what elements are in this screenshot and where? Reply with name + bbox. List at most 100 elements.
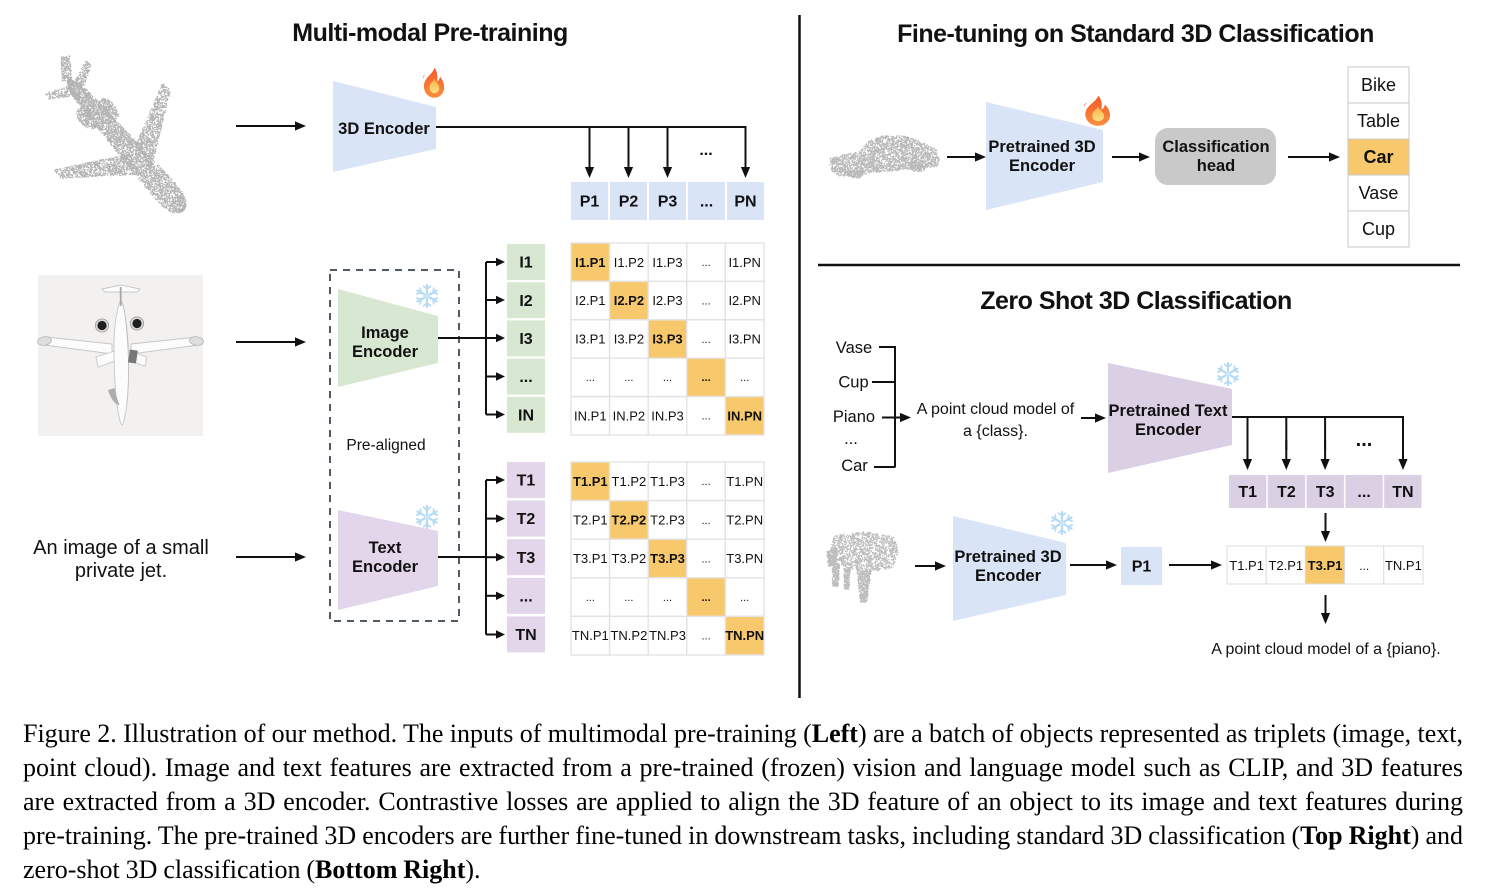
svg-text:T3.PN: T3.PN <box>726 551 763 566</box>
svg-text:I3.P1: I3.P1 <box>575 332 605 347</box>
svg-text:IN: IN <box>518 407 534 424</box>
svg-text:Cup: Cup <box>1362 219 1395 239</box>
svg-text:Image: Image <box>361 324 409 342</box>
svg-text:I1: I1 <box>519 255 532 272</box>
svg-text:I3.P2: I3.P2 <box>614 332 644 347</box>
svg-text:T1: T1 <box>517 473 536 490</box>
svg-text:T1.P1: T1.P1 <box>1229 558 1264 573</box>
svg-text:...: ... <box>663 372 672 384</box>
svg-text:...: ... <box>702 592 711 604</box>
svg-text:I2.P1: I2.P1 <box>575 293 605 308</box>
svg-text:...: ... <box>702 295 711 307</box>
svg-text:Classification: Classification <box>1162 138 1269 156</box>
svg-text:T1: T1 <box>1238 484 1257 501</box>
svg-text:Encoder: Encoder <box>352 558 419 576</box>
svg-text:...: ... <box>702 411 711 423</box>
svg-text:I1.PN: I1.PN <box>728 255 761 270</box>
svg-text:T3.P3: T3.P3 <box>650 551 685 566</box>
svg-text:Piano: Piano <box>833 408 875 426</box>
svg-text:TN: TN <box>1392 484 1413 501</box>
svg-text:I1.P1: I1.P1 <box>575 255 605 270</box>
svg-text:I2.P3: I2.P3 <box>652 293 682 308</box>
svg-text:P3: P3 <box>658 194 678 211</box>
svg-text:P2: P2 <box>619 194 639 211</box>
svg-text:T2.P1: T2.P1 <box>1268 558 1303 573</box>
svg-text:Car: Car <box>841 457 868 475</box>
svg-text:I3: I3 <box>519 331 532 348</box>
svg-text:T2.P2: T2.P2 <box>612 512 647 527</box>
svg-text:a {class}.: a {class}. <box>963 423 1028 440</box>
svg-text:Encoder: Encoder <box>975 567 1042 585</box>
svg-text:T1.P3: T1.P3 <box>650 474 685 489</box>
svg-text:T3: T3 <box>1316 484 1335 501</box>
svg-text:Pretrained 3D: Pretrained 3D <box>988 138 1095 156</box>
svg-text:I1.P2: I1.P2 <box>614 255 644 270</box>
svg-text:TN.P1: TN.P1 <box>572 628 609 643</box>
svg-text:Pretrained Text: Pretrained Text <box>1109 402 1228 420</box>
svg-text:T2.P3: T2.P3 <box>650 512 685 527</box>
svg-text:...: ... <box>700 194 713 211</box>
svg-text:...: ... <box>702 515 711 527</box>
svg-text:Pretrained 3D: Pretrained 3D <box>954 548 1061 566</box>
svg-text:...: ... <box>702 334 711 346</box>
svg-text:...: ... <box>586 592 595 604</box>
svg-text:...: ... <box>519 369 532 386</box>
svg-text:Vase: Vase <box>836 339 872 357</box>
svg-text:...: ... <box>663 592 672 604</box>
svg-text:...: ... <box>702 476 711 488</box>
svg-text:Encoder: Encoder <box>1009 157 1076 175</box>
svg-text:TN.P2: TN.P2 <box>610 628 647 643</box>
svg-text:Vase: Vase <box>1359 183 1399 203</box>
svg-text:...: ... <box>1356 429 1373 451</box>
svg-text:Car: Car <box>1363 147 1393 167</box>
svg-text:Pre-aligned: Pre-aligned <box>346 437 425 454</box>
svg-text:...: ... <box>844 430 858 448</box>
svg-text:I3.PN: I3.PN <box>728 332 761 347</box>
svg-text:...: ... <box>624 372 633 384</box>
svg-text:IN.PN: IN.PN <box>727 408 762 423</box>
svg-text:...: ... <box>702 553 711 565</box>
svg-text:private jet.: private jet. <box>75 560 167 582</box>
svg-text:P1: P1 <box>1132 559 1152 576</box>
svg-text:T2: T2 <box>517 511 536 528</box>
svg-text:IN.P2: IN.P2 <box>613 408 646 423</box>
svg-text:T3: T3 <box>517 550 536 567</box>
svg-text:Encoder: Encoder <box>1135 421 1202 439</box>
svg-text:...: ... <box>1357 484 1370 501</box>
svg-text:...: ... <box>519 588 532 605</box>
svg-text:Table: Table <box>1357 111 1400 131</box>
svg-text:I2: I2 <box>519 293 532 310</box>
svg-text:...: ... <box>702 257 711 269</box>
svg-text:PN: PN <box>734 194 756 211</box>
svg-text:P1: P1 <box>580 194 600 211</box>
svg-text:Cup: Cup <box>838 374 868 392</box>
svg-text:3D Encoder: 3D Encoder <box>338 120 430 138</box>
svg-text:T1.PN: T1.PN <box>726 474 763 489</box>
svg-text:Zero Shot 3D Classification: Zero Shot 3D Classification <box>980 287 1292 315</box>
svg-text:An image of a small: An image of a small <box>33 537 209 559</box>
svg-text:...: ... <box>702 372 711 384</box>
svg-text:I3.P3: I3.P3 <box>652 332 682 347</box>
svg-text:I2.P2: I2.P2 <box>614 293 644 308</box>
svg-text:Text: Text <box>369 539 402 557</box>
svg-text:...: ... <box>1359 559 1369 573</box>
svg-text:I2.PN: I2.PN <box>728 293 761 308</box>
svg-text:TN.P3: TN.P3 <box>649 628 686 643</box>
svg-text:...: ... <box>624 592 633 604</box>
svg-text:A point cloud model of: A point cloud model of <box>917 401 1075 418</box>
svg-text:T2.P1: T2.P1 <box>573 512 608 527</box>
svg-text:T3.P2: T3.P2 <box>612 551 647 566</box>
svg-text:Fine-tuning on Standard 3D Cla: Fine-tuning on Standard 3D Classificatio… <box>897 20 1374 48</box>
svg-text:...: ... <box>699 142 712 159</box>
svg-text:TN: TN <box>515 627 536 644</box>
svg-text:A point cloud model of a {pian: A point cloud model of a {piano}. <box>1211 641 1441 658</box>
svg-text:...: ... <box>586 372 595 384</box>
svg-text:...: ... <box>740 592 749 604</box>
svg-text:I1.P3: I1.P3 <box>652 255 682 270</box>
svg-text:Multi-modal Pre-training: Multi-modal Pre-training <box>292 19 568 47</box>
svg-text:...: ... <box>740 372 749 384</box>
svg-text:TN.PN: TN.PN <box>725 628 764 643</box>
svg-text:head: head <box>1197 157 1236 175</box>
svg-text:T3.P1: T3.P1 <box>573 551 608 566</box>
svg-text:T2.PN: T2.PN <box>726 512 763 527</box>
